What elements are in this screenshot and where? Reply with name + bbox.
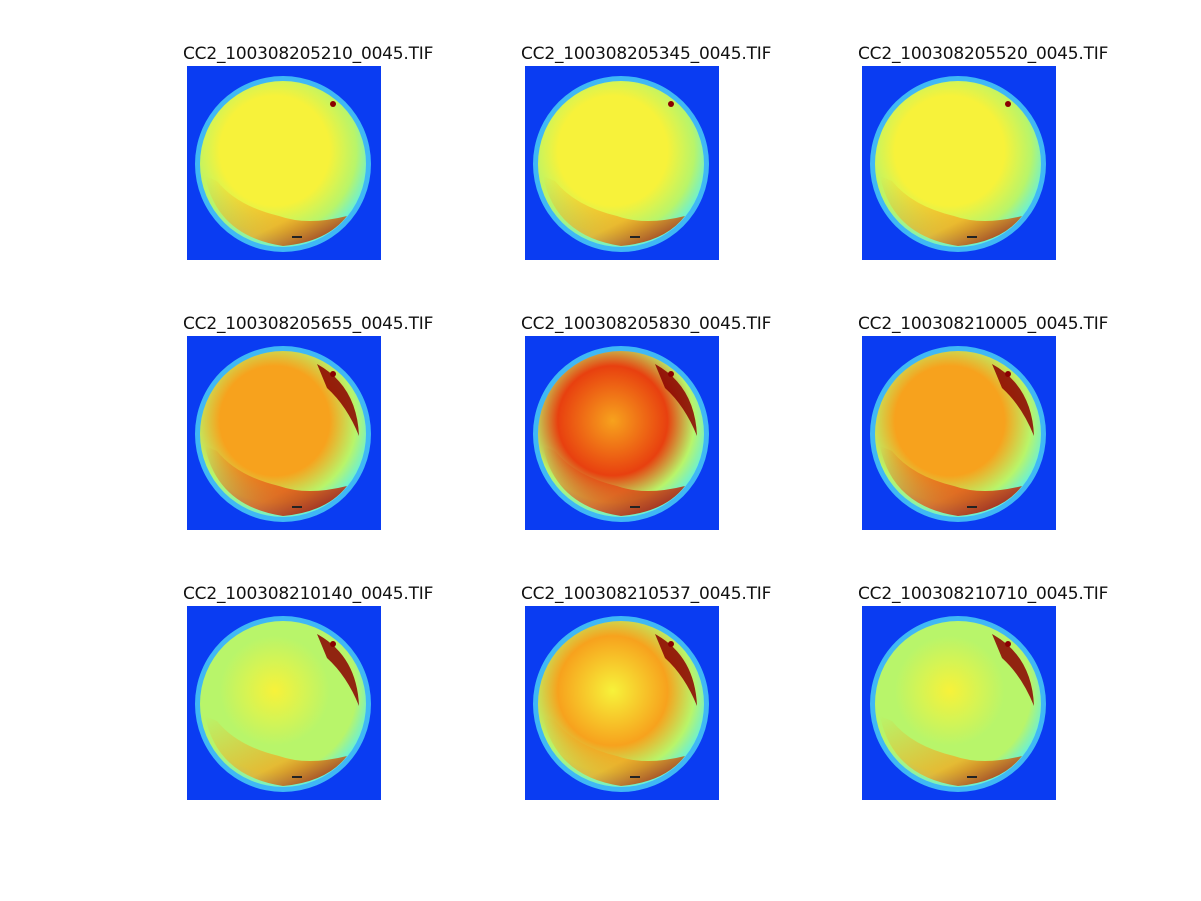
image-panel: CC2_100308205655_0045.TIF [183,314,433,534]
heatmap-image [862,336,1056,530]
image-panel: CC2_100308205210_0045.TIF [183,44,433,264]
panel-title: CC2_100308205520_0045.TIF [858,44,1109,64]
heatmap-image [187,66,381,260]
image-panel: CC2_100308210140_0045.TIF [183,584,433,804]
image-panel: CC2_100308205830_0045.TIF [521,314,771,534]
panel-title: CC2_100308205655_0045.TIF [183,314,434,334]
image-panel: CC2_100308210710_0045.TIF [858,584,1108,804]
panel-title: CC2_100308210005_0045.TIF [858,314,1109,334]
heatmap-image [187,606,381,800]
image-panel: CC2_100308210537_0045.TIF [521,584,771,804]
heatmap-image [525,336,719,530]
heatmap-image [525,66,719,260]
heatmap-image [862,66,1056,260]
heatmap-image [862,606,1056,800]
image-panel: CC2_100308205520_0045.TIF [858,44,1108,264]
panel-title: CC2_100308210537_0045.TIF [521,584,772,604]
panel-title: CC2_100308210140_0045.TIF [183,584,434,604]
panel-title: CC2_100308205830_0045.TIF [521,314,772,334]
panel-title: CC2_100308205210_0045.TIF [183,44,434,64]
heatmap-image [525,606,719,800]
heatmap-image [187,336,381,530]
image-panel: CC2_100308205345_0045.TIF [521,44,771,264]
image-panel: CC2_100308210005_0045.TIF [858,314,1108,534]
panel-title: CC2_100308210710_0045.TIF [858,584,1109,604]
panel-title: CC2_100308205345_0045.TIF [521,44,772,64]
